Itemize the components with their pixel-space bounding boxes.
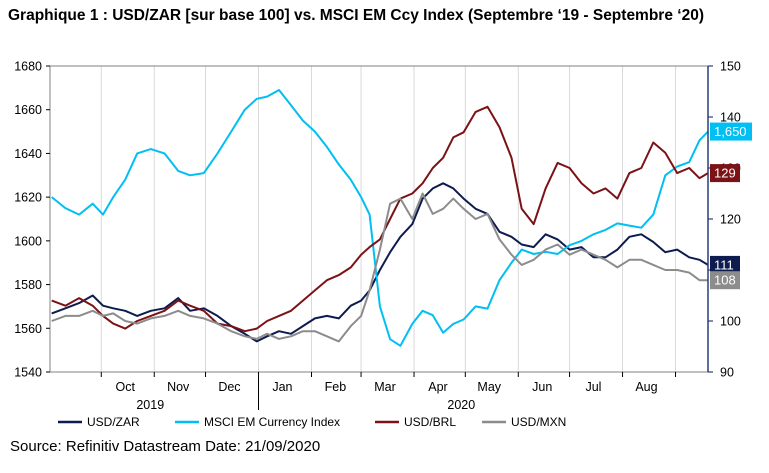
left-axis-tick-label: 1600 — [14, 234, 42, 248]
legend-label: MSCI EM Currency Index — [204, 415, 340, 429]
left-axis-tick-label: 1640 — [14, 147, 42, 161]
month-label: Jan — [272, 380, 292, 394]
left-axis-tick-label: 1580 — [14, 278, 42, 292]
series-line-usd-brl — [51, 105, 709, 333]
end-value-label: 111 — [714, 257, 734, 272]
month-label: Feb — [325, 380, 347, 394]
legend: USD/ZAR MSCI EM Currency Index USD/BRL USD/… — [58, 415, 566, 429]
end-value-badge — [710, 122, 752, 141]
left-axis-tick-label: 1660 — [14, 103, 42, 117]
month-label: Jun — [532, 380, 552, 394]
plot-frame — [49, 65, 709, 373]
end-value-badge — [710, 164, 740, 183]
axes: 1680166016401620160015801560154015014013… — [14, 60, 741, 413]
chart-title: Graphique 1 : USD/ZAR [sur base 100] vs.… — [8, 7, 704, 24]
month-label: Oct — [115, 380, 135, 394]
right-axis-tick-label: 90 — [720, 366, 734, 380]
right-axis-tick-label: 140 — [720, 111, 741, 125]
month-label: Dec — [218, 380, 240, 394]
series-group — [51, 89, 709, 347]
left-axis-tick-label: 1540 — [14, 366, 42, 380]
grid — [100, 66, 677, 372]
month-label: Aug — [635, 380, 657, 394]
month-label: Jul — [585, 380, 601, 394]
year-label: 2019 — [136, 398, 164, 412]
end-value-label: 108 — [714, 273, 736, 288]
legend-label: USD/MXN — [511, 415, 566, 429]
end-value-badge — [710, 255, 740, 274]
left-axis-tick-label: 1620 — [14, 191, 42, 205]
month-label: Apr — [428, 380, 447, 394]
end-value-label: 1,650 — [714, 124, 747, 139]
year-label: 2020 — [447, 398, 475, 412]
series-line-usd-mxn — [51, 192, 708, 343]
month-label: May — [477, 380, 501, 394]
right-axis-tick-label: 100 — [720, 315, 741, 329]
end-labels: 111 1,650 129 108 — [710, 122, 752, 290]
right-axis-tick-label: 120 — [720, 213, 741, 227]
end-value-badge — [710, 271, 740, 290]
end-value-label: 129 — [714, 166, 736, 181]
left-axis-tick-label: 1560 — [14, 322, 42, 336]
month-label: Mar — [374, 380, 396, 394]
legend-label: USD/BRL — [404, 415, 456, 429]
month-label: Nov — [167, 380, 190, 394]
series-line-msci-em-currency-index — [51, 89, 709, 347]
left-axis-tick-label: 1680 — [14, 60, 42, 74]
legend-label: USD/ZAR — [87, 415, 140, 429]
right-axis-tick-label: 150 — [720, 60, 741, 74]
source-note: Source: Refinitiv Datastream Date: 21/09… — [10, 438, 321, 455]
